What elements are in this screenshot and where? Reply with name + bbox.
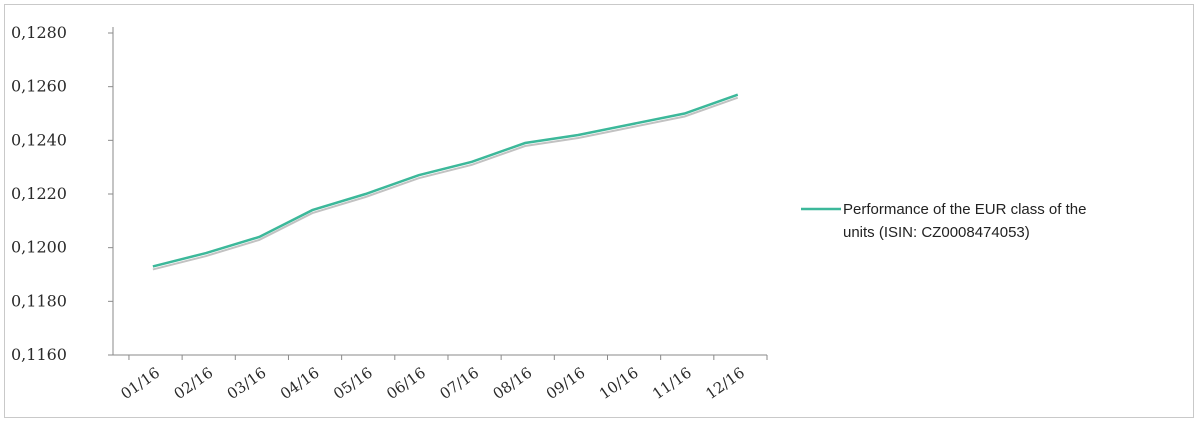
x-tick-label: 04/16 (277, 364, 323, 404)
x-tick-label: 12/16 (702, 364, 748, 404)
legend-label-line-1: Performance of the EUR class of the (843, 201, 1086, 218)
x-tick-label: 11/16 (649, 364, 695, 404)
legend-label-line-2: units (ISIN: CZ0008474053) (843, 224, 1030, 241)
x-tick-label: 08/16 (490, 364, 536, 404)
x-tick-label: 02/16 (171, 364, 217, 404)
y-tick-label: 0,1180 (11, 291, 67, 310)
series-shadow (152, 96, 739, 271)
x-axis-ticks: 01/16 02/16 03/16 04/16 05/16 06/16 07/16 08/16… (117, 355, 768, 404)
x-tick-label: 06/16 (383, 364, 429, 404)
x-tick-label: 05/16 (330, 364, 376, 404)
y-tick-label: 0,1260 (11, 77, 67, 96)
y-tick-label: 0,1220 (11, 184, 67, 203)
x-tick-label: 03/16 (224, 364, 270, 404)
chart-frame: 0,1160 0,1180 0,1200 0,1220 0,1240 0,1260 0,12… (4, 4, 1194, 418)
x-tick-label: 01/16 (117, 364, 163, 404)
x-tick-label: 10/16 (596, 364, 642, 404)
y-tick-label: 0,1280 (11, 23, 67, 42)
series-line (152, 93, 739, 268)
y-tick-label: 0,1240 (11, 130, 67, 149)
y-axis-ticks: 0,1160 0,1180 0,1200 0,1220 0,1240 0,1260 0,12… (11, 23, 113, 364)
line-chart: 0,1160 0,1180 0,1200 0,1220 0,1240 0,1260 0,12… (11, 23, 1086, 404)
y-tick-label: 0,1200 (11, 238, 67, 257)
series-layer (152, 93, 739, 271)
x-tick-label: 07/16 (436, 364, 482, 404)
axes (112, 27, 767, 356)
x-tick-label: 09/16 (543, 364, 589, 404)
y-tick-label: 0,1160 (11, 345, 67, 364)
legend: Performance of the EUR class of the unit… (801, 201, 1086, 241)
